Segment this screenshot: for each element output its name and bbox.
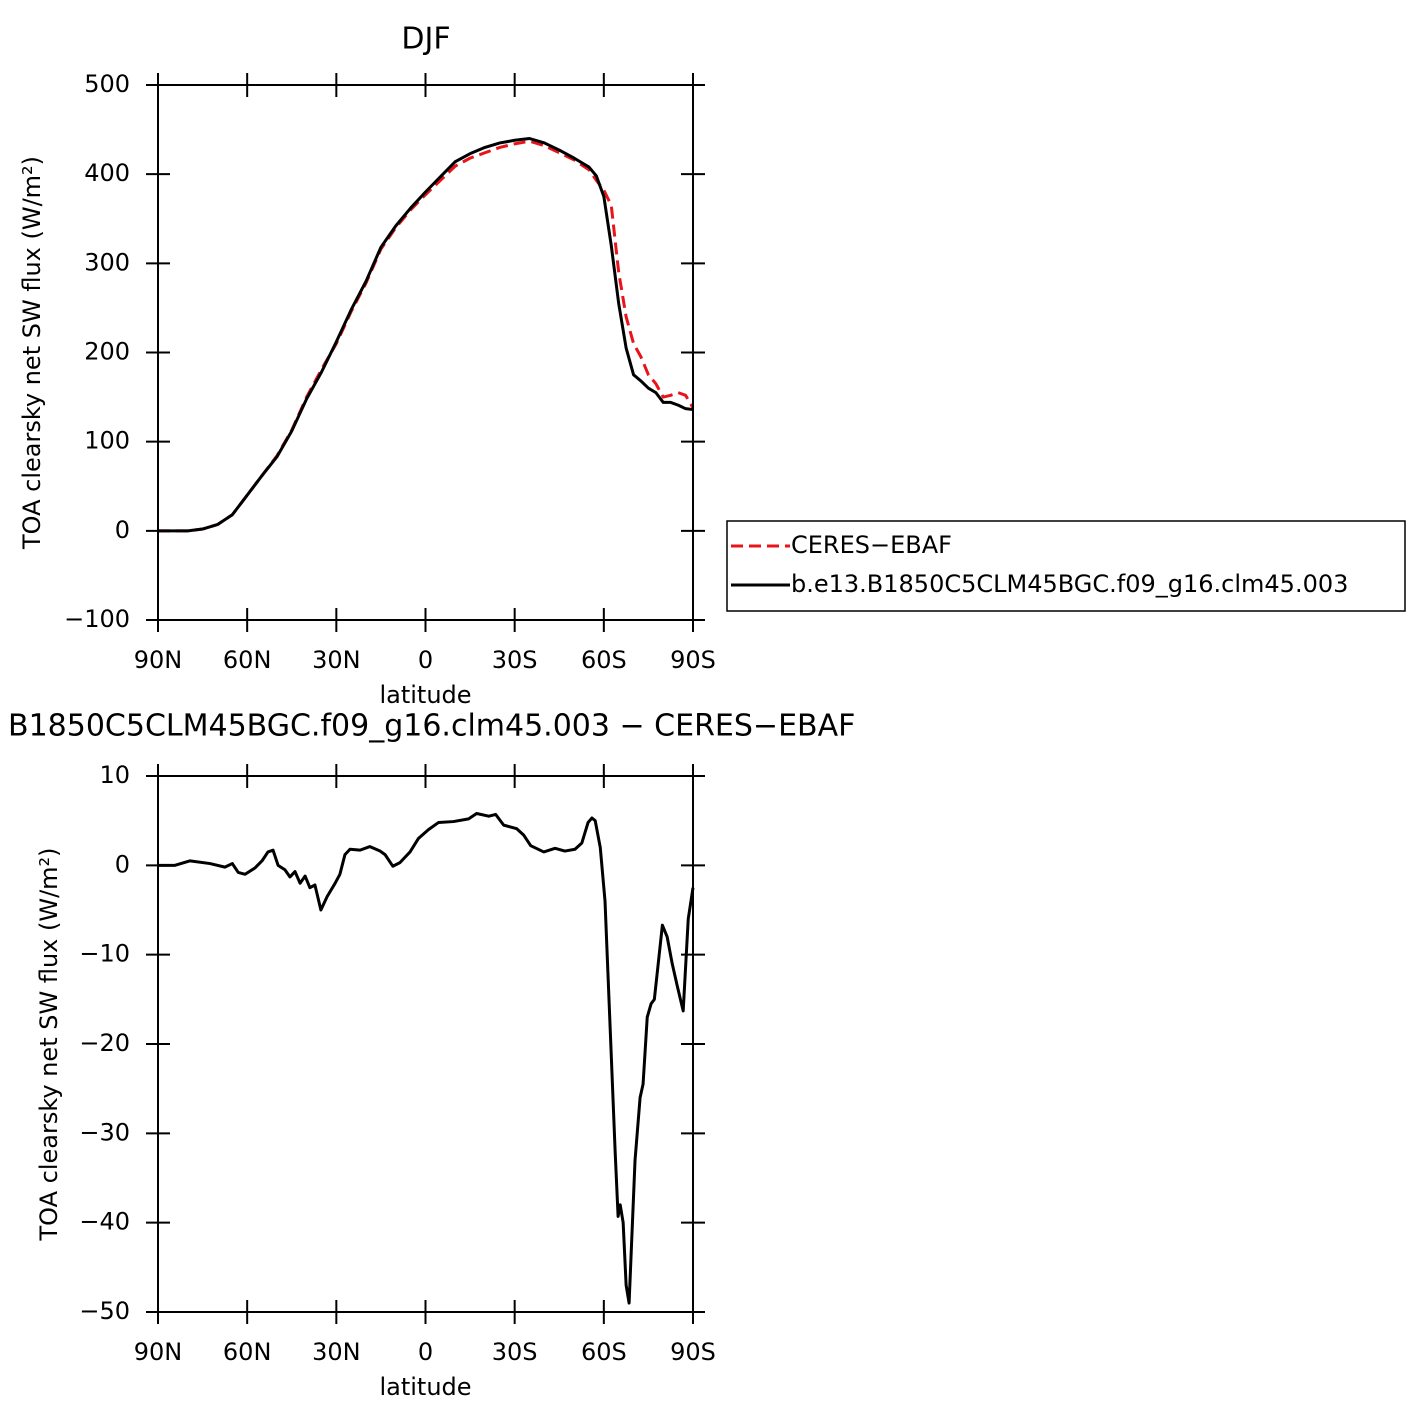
- y-tick-label: 200: [84, 338, 130, 366]
- x-axis-label: latitude: [379, 681, 471, 709]
- x-tick-label: 90S: [670, 1338, 716, 1366]
- x-tick-label: 60N: [223, 646, 272, 674]
- plot-frame: [157, 84, 694, 621]
- legend-label: b.e13.B1850C5CLM45BGC.f09_g16.clm45.003: [791, 570, 1348, 598]
- x-tick-label: 60N: [223, 1338, 272, 1366]
- x-tick-label: 30S: [492, 646, 538, 674]
- x-tick-label: 60S: [581, 1338, 627, 1366]
- legend-box: [726, 520, 1406, 612]
- y-tick-label: −50: [79, 1297, 130, 1325]
- y-tick-label: 500: [84, 70, 130, 98]
- y-axis-label: TOA clearsky net SW flux (W/m²): [35, 847, 63, 1241]
- y-tick-label: 0: [115, 516, 130, 544]
- y-axis-label: TOA clearsky net SW flux (W/m²): [18, 156, 46, 550]
- legend-label: CERES−EBAF: [791, 531, 952, 559]
- x-tick-label: 90N: [134, 1338, 183, 1366]
- chart-title: DJF: [401, 22, 450, 57]
- y-tick-label: 100: [84, 427, 130, 455]
- x-tick-label: 90S: [670, 646, 716, 674]
- x-tick-label: 90N: [134, 646, 183, 674]
- x-tick-label: 30N: [312, 1338, 361, 1366]
- data-line: [158, 812, 695, 1305]
- y-tick-label: −40: [79, 1208, 130, 1236]
- y-tick-label: 0: [115, 850, 130, 878]
- y-tick-label: 300: [84, 248, 130, 276]
- x-tick-label: 30N: [312, 646, 361, 674]
- data-line: [158, 139, 695, 533]
- y-tick-label: 10: [99, 761, 130, 789]
- x-axis-label: latitude: [379, 1373, 471, 1401]
- y-tick-label: −20: [79, 1029, 130, 1057]
- data-line: [158, 137, 694, 533]
- y-tick-label: −100: [64, 605, 130, 633]
- x-tick-label: 30S: [492, 1338, 538, 1366]
- x-tick-label: 0: [418, 646, 433, 674]
- chart-title: B1850C5CLM45BGC.f09_g16.clm45.003 − CERE…: [8, 709, 855, 744]
- y-tick-label: −30: [79, 1118, 130, 1146]
- y-tick-label: 400: [84, 159, 130, 187]
- x-tick-label: 0: [418, 1338, 433, 1366]
- plot-frame: [157, 775, 694, 1313]
- y-tick-label: −10: [79, 940, 130, 968]
- x-tick-label: 60S: [581, 646, 627, 674]
